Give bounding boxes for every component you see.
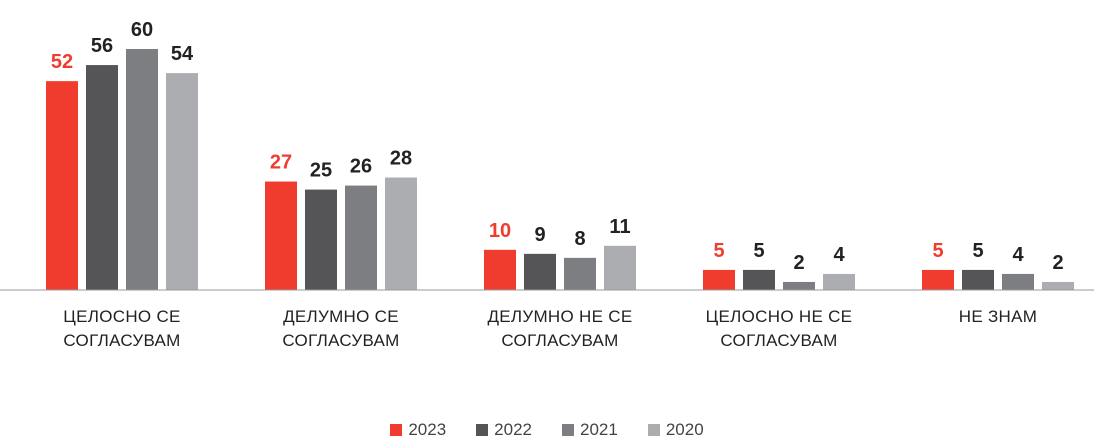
bar: [524, 253, 556, 290]
bar: [743, 269, 775, 290]
bar: [783, 281, 815, 290]
legend-item: 2023: [390, 420, 446, 438]
value-label: 11: [609, 216, 630, 238]
value-label: 2: [1052, 252, 1063, 274]
value-label: 4: [1012, 244, 1024, 266]
value-label: 28: [390, 148, 412, 170]
bar: [166, 73, 198, 290]
value-label: 5: [972, 240, 983, 262]
bar: [265, 181, 297, 290]
bar: [385, 177, 417, 290]
legend-item: 2022: [476, 420, 532, 438]
bar: [46, 81, 78, 290]
x-tick-label: ЦЕЛОСНО СЕ СОГЛАСУВАМ: [63, 307, 181, 350]
value-label: 10: [489, 220, 511, 242]
x-tick-label: ДЕЛУМНО НЕ СЕ СОГЛАСУВАМ: [487, 307, 633, 350]
legend-swatch: [647, 424, 660, 436]
legend-item: 2020: [647, 420, 704, 438]
value-label: 27: [270, 152, 292, 174]
value-label: 2: [793, 252, 804, 274]
bar: [823, 273, 855, 290]
bar: [1042, 281, 1074, 290]
value-label: 60: [131, 19, 153, 41]
value-label: 56: [91, 35, 113, 57]
value-label: 9: [534, 224, 545, 246]
legend-swatch: [476, 424, 489, 436]
value-label: 25: [310, 160, 332, 182]
legend-item: 2021: [562, 420, 618, 438]
legend-label: 2020: [665, 420, 704, 438]
value-label: 52: [51, 51, 73, 73]
bar: [703, 269, 735, 290]
value-label: 54: [171, 43, 194, 65]
x-tick-label: НЕ ЗНАМ: [958, 307, 1038, 326]
bar: [1002, 273, 1034, 290]
value-label: 4: [833, 244, 845, 266]
x-tick-label: ЦЕЛОСНО НЕ СЕ СОГЛАСУВАМ: [705, 307, 853, 350]
legend: 2023 2022 2021 2020: [0, 420, 1094, 438]
bar: [86, 65, 118, 290]
legend-swatch: [562, 424, 574, 436]
bar: [345, 185, 377, 290]
bar: [126, 49, 158, 290]
value-label: 5: [932, 240, 943, 262]
bar: [962, 269, 994, 290]
bar: [922, 269, 954, 290]
bar: [305, 189, 337, 290]
value-label: 8: [574, 228, 585, 250]
value-label: 26: [350, 156, 372, 178]
bar: [564, 257, 596, 290]
bar: [604, 245, 636, 290]
legend-label: 2022: [494, 420, 532, 438]
legend-label: 2021: [580, 420, 618, 438]
value-label: 5: [753, 240, 764, 262]
legend-label: 2023: [408, 420, 447, 438]
bar: [484, 249, 516, 290]
x-tick-label: ДЕЛУМНО СЕ СОГЛАСУВАМ: [282, 307, 400, 350]
legend-swatch: [390, 424, 403, 436]
value-label: 5: [713, 240, 724, 262]
